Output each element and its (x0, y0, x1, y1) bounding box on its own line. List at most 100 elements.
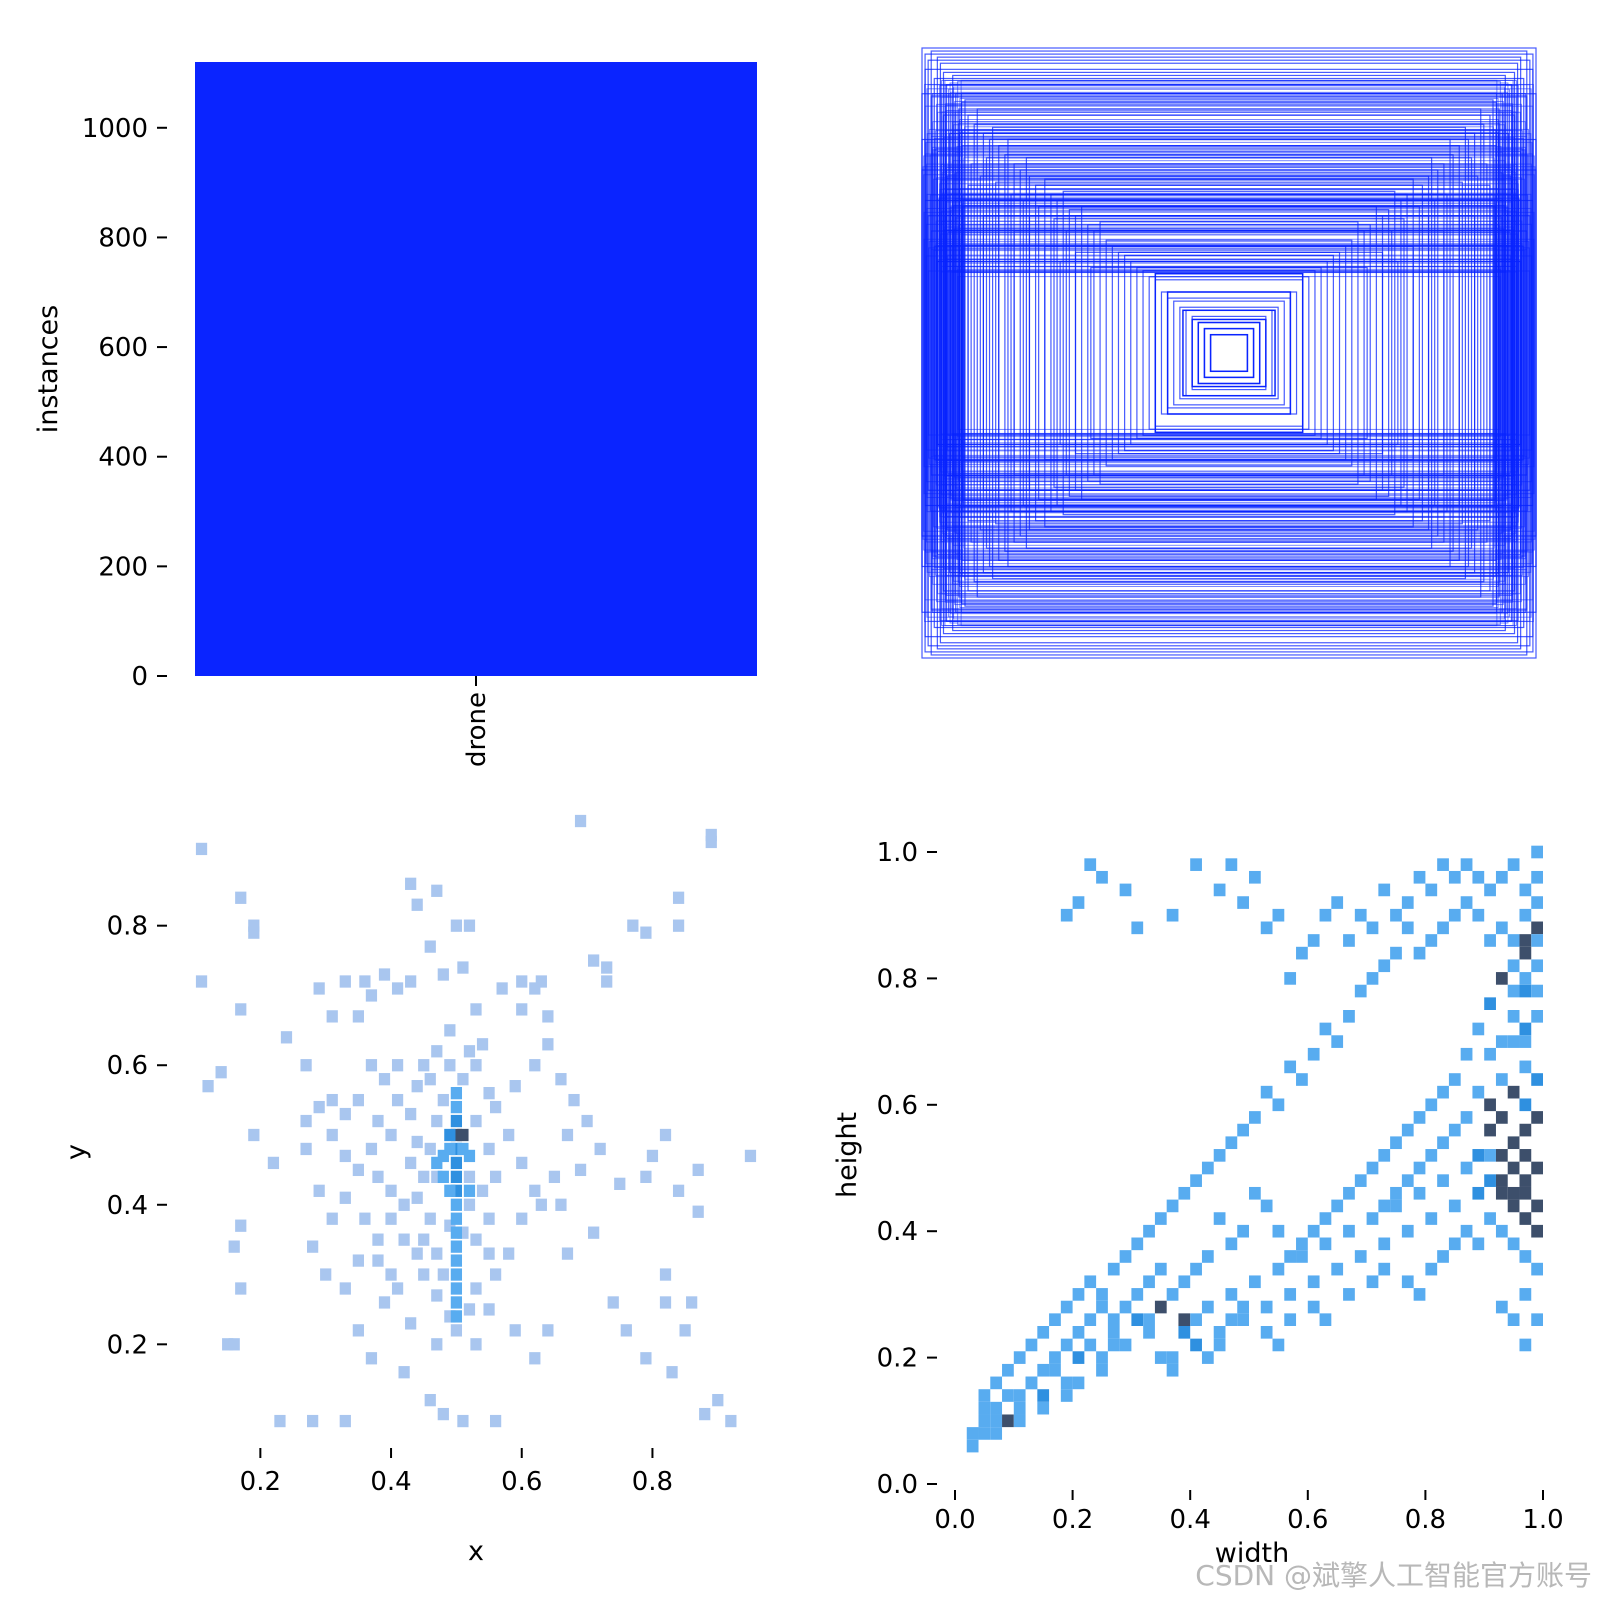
histogram-cell (1437, 1136, 1449, 1150)
histogram-cell (424, 1393, 436, 1407)
y-tick-label-800: 800 (98, 223, 148, 253)
box-outline (941, 79, 1517, 627)
histogram-cell (1390, 1186, 1402, 1200)
histogram-cell (300, 1114, 312, 1128)
histogram-cell (1107, 1262, 1120, 1276)
histogram-cell (313, 982, 325, 995)
box-outline (941, 171, 1517, 535)
histogram-cell (1060, 1376, 1073, 1390)
histogram-cell (679, 1324, 691, 1337)
box-outline (1142, 270, 1316, 436)
box-outline (962, 206, 1496, 500)
histogram-cell (1013, 1414, 1026, 1428)
box-outline (954, 111, 1504, 595)
histogram-cell (1519, 908, 1532, 922)
histogram-cell (1507, 1035, 1520, 1048)
histogram-cell (1190, 858, 1202, 871)
histogram-cell (450, 1254, 463, 1267)
box-outline (944, 245, 1514, 461)
histogram-cell (588, 1226, 600, 1239)
histogram-cell (1096, 1351, 1108, 1364)
histogram-cell (1425, 1098, 1438, 1112)
histogram-cell (489, 1100, 502, 1114)
box-outline (958, 231, 1500, 475)
box-outline (964, 126, 1494, 580)
histogram-cell (248, 919, 260, 932)
histogram-cell (1319, 1313, 1332, 1326)
histogram-cell (1531, 1199, 1543, 1213)
histogram-cell (1366, 1161, 1379, 1175)
histogram-cell (1484, 1098, 1496, 1112)
histogram-cell (1495, 870, 1508, 884)
x-axis-ticks: 0.0 0.2 0.4 0.6 0.8 1.0 (934, 1490, 1564, 1535)
histogram-cell (1272, 908, 1285, 922)
histogram-cell (1437, 1085, 1449, 1099)
y-tick-label-0.2: 0.2 (107, 1330, 148, 1360)
x-tick-label-0.8: 0.8 (1405, 1505, 1446, 1535)
histogram-cell (659, 1296, 672, 1309)
y-tick-label-400: 400 (98, 443, 148, 473)
histogram-cell (1354, 1174, 1367, 1187)
histogram-cell (457, 1226, 469, 1239)
histogram-cell (1049, 1363, 1061, 1377)
histogram-cell (620, 1324, 632, 1337)
histogram-cell (1437, 921, 1449, 935)
histogram-cell (339, 1107, 351, 1121)
histogram-cell (1060, 1338, 1073, 1352)
histogram-cell (391, 1282, 404, 1295)
histogram-cell (1284, 1288, 1297, 1301)
xy-histogram: 0.2 0.4 0.6 0.8 0.2 0.4 0.6 0.8 x y (61, 814, 757, 1567)
box-outline (928, 128, 1530, 578)
box-outline (960, 262, 1498, 444)
box-outline (947, 269, 1511, 437)
histogram-cell (483, 1086, 495, 1100)
histogram-cell (672, 1184, 685, 1197)
histogram-cell (450, 1282, 463, 1295)
histogram-cell (990, 1427, 1003, 1440)
histogram-cell (1519, 1186, 1532, 1200)
histogram-cell (1413, 1288, 1426, 1301)
box-outline (924, 83, 1534, 623)
histogram-cell (966, 1427, 979, 1440)
box-outline (1197, 321, 1261, 385)
histogram-cell (424, 1142, 436, 1156)
box-outlines-plot (921, 47, 1537, 659)
histogram-cell (1448, 870, 1461, 884)
histogram-cell (1190, 1338, 1202, 1352)
histogram-cell (1037, 1326, 1050, 1339)
histogram-cell (1343, 934, 1355, 947)
histogram-cell (1390, 946, 1402, 960)
histogram-cell (1178, 1275, 1191, 1289)
histogram-cell (1507, 1085, 1520, 1099)
histogram-cell (248, 1128, 260, 1142)
histogram-cell (444, 1184, 456, 1197)
histogram-cell (1037, 1389, 1050, 1402)
histogram-cell (1296, 1237, 1308, 1251)
histogram-cell (463, 1184, 476, 1197)
histogram-cell (450, 919, 463, 932)
box-outline (1074, 215, 1384, 491)
box-outline (925, 255, 1533, 451)
histogram-cell (1495, 1300, 1508, 1314)
histogram-cell (405, 1317, 417, 1330)
histogram-cell (666, 1366, 678, 1379)
box-outline (940, 163, 1518, 543)
histogram-cell (1060, 908, 1073, 922)
histogram-cell (411, 1191, 423, 1204)
histogram-cell (215, 1066, 227, 1079)
histogram-cell (228, 1240, 240, 1253)
histogram-cell (1237, 1224, 1249, 1238)
box-outline (1074, 251, 1384, 455)
histogram-cell (594, 1142, 606, 1156)
histogram-cell (424, 940, 436, 953)
box-outline (1197, 321, 1261, 385)
box-outline (960, 272, 1498, 434)
histogram-cell (1531, 984, 1543, 998)
box-outline (1117, 251, 1341, 455)
histogram-cell (1072, 1376, 1085, 1390)
y-tick-label-200: 200 (98, 552, 148, 582)
xy-histogram-cells (195, 814, 757, 1428)
histogram-cell (1413, 1186, 1426, 1200)
histogram-cell (418, 1268, 430, 1281)
